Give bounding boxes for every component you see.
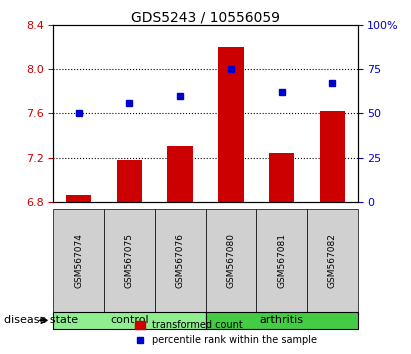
Text: arthritis: arthritis bbox=[259, 315, 304, 325]
Text: disease state: disease state bbox=[4, 315, 78, 325]
Bar bbox=[319, 111, 345, 202]
Bar bbox=[218, 47, 243, 202]
Text: GSM567082: GSM567082 bbox=[328, 233, 337, 288]
Text: GDS5243 / 10556059: GDS5243 / 10556059 bbox=[131, 11, 280, 25]
Legend: transformed count, percentile rank within the sample: transformed count, percentile rank withi… bbox=[131, 316, 321, 349]
Text: control: control bbox=[110, 315, 149, 325]
Text: GSM567081: GSM567081 bbox=[277, 233, 286, 288]
Text: GSM567080: GSM567080 bbox=[226, 233, 236, 288]
Bar bbox=[168, 147, 193, 202]
Text: GSM567075: GSM567075 bbox=[125, 233, 134, 288]
Text: GSM567074: GSM567074 bbox=[74, 233, 83, 288]
Text: GSM567076: GSM567076 bbox=[175, 233, 185, 288]
Bar bbox=[117, 160, 142, 202]
Bar bbox=[66, 195, 91, 202]
Bar bbox=[269, 153, 294, 202]
